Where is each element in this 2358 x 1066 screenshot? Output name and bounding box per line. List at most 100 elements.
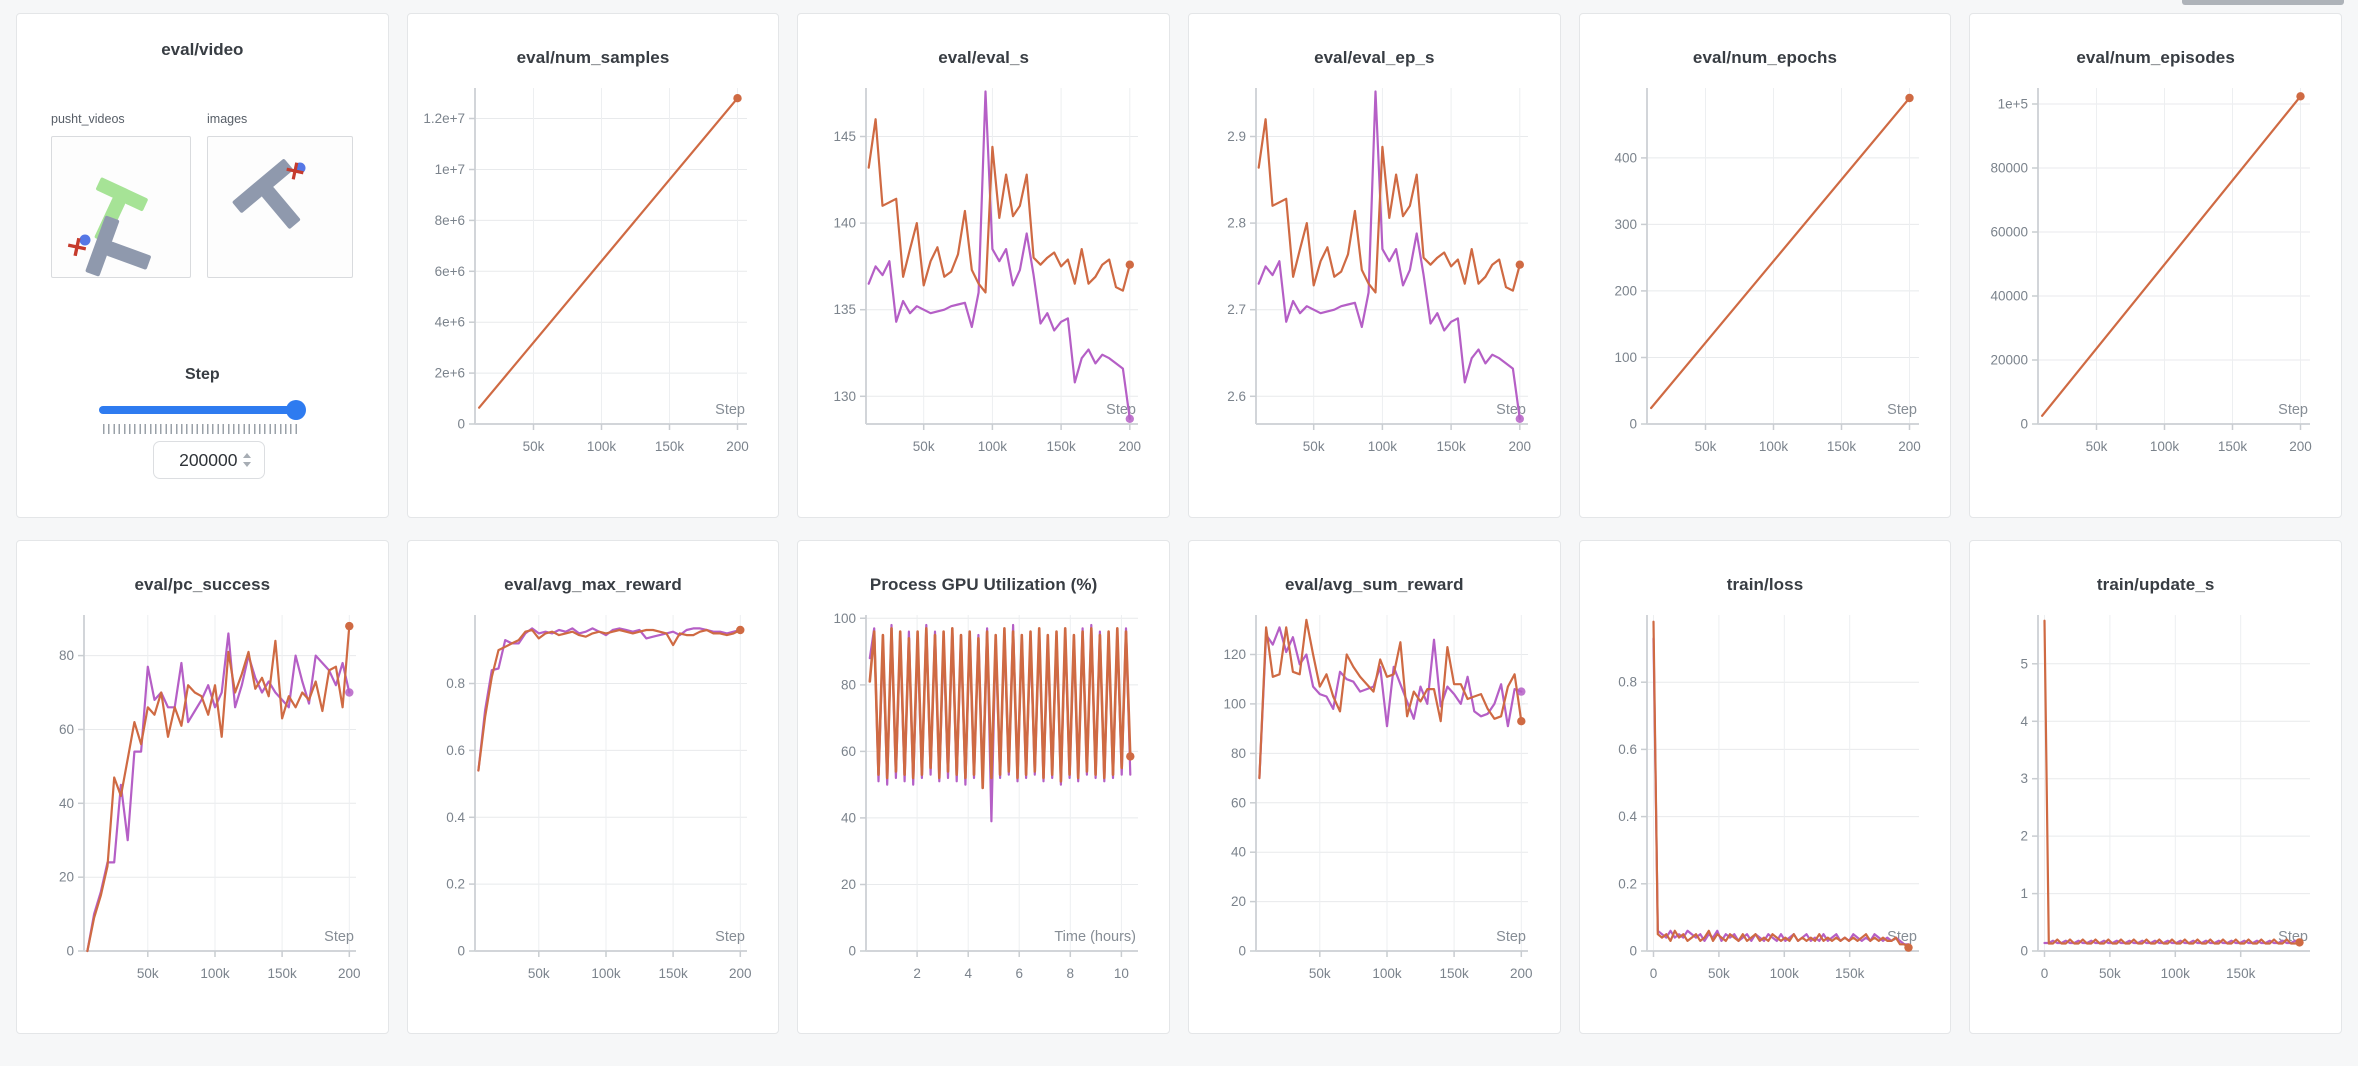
- media-thumbnail-pusht-videos[interactable]: [51, 136, 191, 278]
- y-tick-label: 2.7: [1228, 302, 1247, 317]
- chart-canvas[interactable]: 0 20 40 60 80 100 2 4 6 8 10 Time (hours): [812, 603, 1156, 1005]
- blue-dot-icon: [79, 234, 91, 246]
- y-tick-label: 0: [848, 944, 856, 959]
- y-tick-label: 0.2: [1618, 876, 1637, 891]
- step-input[interactable]: [153, 441, 265, 479]
- y-tick-label: 0.4: [446, 810, 465, 825]
- x-tick-label: 150k: [1827, 439, 1857, 454]
- y-tick-label: 2e+6: [435, 366, 465, 381]
- series-line-purple: [1652, 637, 1910, 946]
- y-tick-label: 1e+5: [1997, 97, 2027, 112]
- endpoint-dot-orange: [1904, 943, 1913, 952]
- x-tick-label: 100k: [2160, 966, 2190, 981]
- chart-body: 0 20000 40000 60000 80000 1e+5 50k 100k 150k 200 S…: [1970, 76, 2341, 478]
- step-slider[interactable]: [99, 400, 306, 421]
- y-tick-label: 300: [1614, 217, 1637, 232]
- step-value-input[interactable]: [167, 449, 238, 471]
- x-tick-label: 100k: [587, 439, 617, 454]
- y-tick-label: 0: [457, 417, 465, 432]
- media-label-pusht-videos: pusht_videos: [51, 112, 125, 126]
- chart-panel: eval/num_samples 0 2e+6 4e+6 6e+6 8e+6 1e+7 1.…: [406, 13, 780, 518]
- series-line-purple: [868, 623, 1132, 823]
- slider-track[interactable]: [99, 406, 303, 414]
- chart-panel: eval/pc_success 0 20 40 60 80 50k 100k 150k 200 S…: [16, 540, 389, 1034]
- y-tick-label: 2: [2020, 829, 2028, 844]
- endpoint-dot-orange: [2294, 938, 2304, 947]
- stepper-up-icon[interactable]: [242, 453, 251, 458]
- y-tick-label: 135: [833, 302, 856, 317]
- y-tick-label: 400: [1614, 150, 1637, 165]
- y-tick-label: 60: [1231, 795, 1246, 810]
- x-tick-label: 50k: [137, 966, 159, 981]
- y-tick-label: 1e+7: [435, 162, 465, 177]
- series-line-orange: [1652, 620, 1910, 949]
- series-line-purple: [1258, 626, 1523, 780]
- chart-canvas[interactable]: 0 100 200 300 400 50k 100k 150k 200 Step: [1593, 76, 1937, 478]
- y-tick-label: 40: [841, 810, 856, 825]
- series-line-orange: [1649, 96, 1911, 410]
- stepper-control[interactable]: [242, 453, 251, 467]
- y-tick-label: 20: [1231, 894, 1246, 909]
- chart-canvas[interactable]: 0 2e+6 4e+6 6e+6 8e+6 1e+7 1.2e+7 50k 100k 150k 20…: [421, 76, 765, 478]
- series-line-orange: [868, 626, 1132, 790]
- horizontal-scrollbar[interactable]: [2182, 0, 2344, 5]
- chart-body: 0 0.2 0.4 0.6 0.8 0 50k 100k 150k Step: [1580, 603, 1951, 1005]
- x-axis-title: Step: [715, 402, 745, 418]
- y-tick-label: 0: [2020, 417, 2028, 432]
- x-tick-label: 8: [1066, 966, 1074, 981]
- slider-handle[interactable]: [286, 400, 306, 420]
- chart-canvas[interactable]: 0 0.2 0.4 0.6 0.8 0 50k 100k 150k Step: [1593, 603, 1937, 1005]
- y-tick-label: 80: [1231, 746, 1246, 761]
- y-tick-label: 4: [2020, 714, 2028, 729]
- chart-canvas[interactable]: 0 0.2 0.4 0.6 0.8 50k 100k 150k 200 Step: [421, 603, 765, 1005]
- chart-title: eval/eval_s: [938, 48, 1030, 67]
- series-line-purple: [1257, 90, 1522, 420]
- series-line-purple: [477, 627, 742, 772]
- series-line-orange: [2043, 619, 2301, 945]
- x-tick-label: 0: [1650, 966, 1658, 981]
- x-tick-label: 150k: [658, 966, 688, 981]
- x-axis-title: Step: [715, 929, 745, 945]
- chart-canvas[interactable]: 0 20 40 60 80 50k 100k 150k 200 Step: [30, 603, 374, 1005]
- y-tick-label: 2.6: [1228, 389, 1247, 404]
- y-tick-label: 40: [59, 796, 74, 811]
- video-panel-title: eval/video: [161, 40, 244, 59]
- series-line-orange: [867, 118, 1131, 294]
- x-tick-label: 100k: [1373, 966, 1403, 981]
- x-tick-label: 50k: [1309, 966, 1331, 981]
- x-tick-label: 10: [1114, 966, 1129, 981]
- y-tick-label: 0: [67, 944, 75, 959]
- y-tick-label: 100: [1224, 696, 1247, 711]
- chart-title: eval/num_episodes: [2076, 48, 2235, 67]
- x-tick-label: 200: [726, 439, 749, 454]
- chart-canvas[interactable]: 0 20000 40000 60000 80000 1e+5 50k 100k 150k 200 S…: [1984, 76, 2328, 478]
- y-tick-label: 5: [2020, 656, 2028, 671]
- media-label-images: images: [207, 112, 248, 126]
- chart-canvas[interactable]: 0 20 40 60 80 100 120 50k 100k 150k 200 Step: [1202, 603, 1546, 1005]
- red-cross-icon: [67, 237, 87, 257]
- x-tick-label: 150k: [1440, 966, 1470, 981]
- y-tick-label: 8e+6: [435, 213, 465, 228]
- stepper-down-icon[interactable]: [242, 462, 251, 467]
- x-tick-label: 150k: [2226, 966, 2256, 981]
- x-tick-label: 150k: [1835, 966, 1865, 981]
- endpoint-dot-purple: [1515, 414, 1525, 423]
- x-tick-label: 100k: [201, 966, 231, 981]
- series-line-purple: [86, 632, 351, 953]
- x-tick-label: 50k: [1708, 966, 1730, 981]
- chart-panel: train/loss 0 0.2 0.4 0.6 0.8 0 50k 100k 150k Step: [1578, 540, 1952, 1034]
- media-thumbnail-images[interactable]: [207, 136, 353, 278]
- y-tick-label: 120: [1224, 647, 1247, 662]
- chart-body: 130 135 140 145 50k 100k 150k 200 Step: [798, 76, 1169, 478]
- y-tick-label: 0.6: [446, 743, 465, 758]
- x-tick-label: 6: [1015, 966, 1023, 981]
- series-line-orange: [2040, 95, 2302, 417]
- x-axis-title: Step: [1887, 402, 1917, 418]
- chart-body: 0 20 40 60 80 100 120 50k 100k 150k 200 Step: [1189, 603, 1560, 1005]
- x-axis-title: Step: [1496, 929, 1526, 945]
- x-tick-label: 50k: [912, 439, 934, 454]
